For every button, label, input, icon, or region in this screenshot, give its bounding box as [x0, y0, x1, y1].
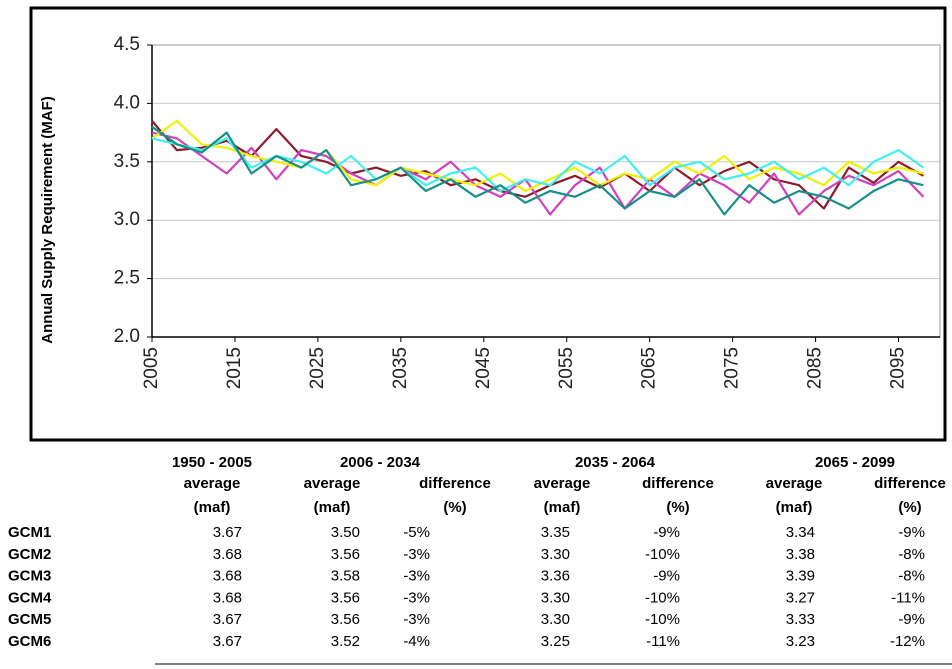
x-tick-label: 2015: [224, 347, 245, 389]
column-header: average: [534, 475, 591, 492]
table-cell: 3.36: [541, 568, 570, 585]
table-cell: -3%: [403, 589, 430, 606]
x-tick-label: 2065: [639, 347, 660, 389]
table-cell: -9%: [898, 524, 925, 541]
table-cell: -8%: [898, 546, 925, 563]
table-cell: 3.67: [213, 633, 242, 650]
table-cell: -10%: [645, 589, 680, 606]
table-cell: 3.34: [786, 524, 815, 541]
table-cell: 3.27: [786, 589, 815, 606]
x-tick-label: 2095: [888, 347, 909, 389]
column-unit: (maf): [314, 499, 351, 516]
y-tick-label: 4.5: [114, 34, 140, 55]
series-line: [151, 120, 924, 210]
table-cell: -3%: [403, 568, 430, 585]
x-tick-label: 2075: [722, 347, 743, 389]
table-cell: 3.38: [786, 546, 815, 563]
column-header: average: [766, 475, 823, 492]
table-cell: -11%: [891, 589, 925, 606]
y-tick-label: 2.5: [114, 268, 140, 289]
table-cell: -11%: [646, 633, 680, 650]
table-cell: 3.30: [541, 611, 570, 628]
table-cell: -8%: [898, 568, 925, 585]
table-cell: 3.50: [331, 524, 360, 541]
x-tick-label: 2035: [390, 347, 411, 389]
table-cell: 3.56: [331, 546, 360, 563]
row-label: GCM6: [8, 633, 51, 650]
table-cell: 3.68: [213, 589, 242, 606]
x-tick-label: 2025: [307, 347, 328, 389]
table-cell: -10%: [645, 546, 680, 563]
y-tick-label: 4.0: [114, 92, 140, 113]
period-header: 1950 - 2005: [172, 454, 252, 471]
series-line: [151, 125, 924, 216]
column-header: difference: [874, 475, 946, 492]
y-tick-label: 3.5: [114, 151, 140, 172]
table-cell: 3.68: [213, 546, 242, 563]
table-cell: 3.30: [541, 589, 570, 606]
column-unit: (%): [898, 499, 921, 516]
table-cell: 3.33: [786, 611, 815, 628]
row-label: GCM3: [8, 568, 51, 585]
table-cell: 3.56: [331, 589, 360, 606]
table-cell: -4%: [403, 633, 430, 650]
table-cell: 3.35: [541, 524, 570, 541]
table-cell: 3.67: [213, 524, 242, 541]
table-cell: -3%: [403, 546, 430, 563]
table-cell: 3.52: [331, 633, 360, 650]
table-cell: -12%: [890, 633, 925, 650]
period-header: 2035 - 2064: [575, 454, 656, 471]
table-cell: 3.23: [786, 633, 815, 650]
table-cell: 3.68: [213, 568, 242, 585]
row-label: GCM5: [8, 611, 51, 628]
column-unit: (%): [443, 499, 466, 516]
table-cell: 3.67: [213, 611, 242, 628]
x-tick-label: 2045: [473, 347, 494, 389]
x-tick-label: 2055: [556, 347, 577, 389]
x-tick-label: 2085: [805, 347, 826, 389]
period-header: 2065 - 2099: [815, 454, 895, 471]
period-header: 2006 - 2034: [340, 454, 421, 471]
table-cell: 3.58: [331, 568, 360, 585]
column-header: difference: [419, 475, 491, 492]
table-cell: -9%: [653, 568, 680, 585]
row-label: GCM4: [8, 589, 52, 606]
x-tick-label: 2005: [141, 347, 162, 389]
column-header: average: [184, 475, 241, 492]
row-label: GCM2: [8, 546, 51, 563]
table-cell: 3.25: [541, 633, 570, 650]
table-cell: 3.56: [331, 611, 360, 628]
series-line: [151, 119, 924, 193]
row-label: GCM1: [8, 524, 51, 541]
y-tick-label: 2.0: [114, 326, 140, 347]
column-unit: (maf): [544, 499, 581, 516]
column-unit: (maf): [776, 499, 813, 516]
table-cell: -9%: [898, 611, 925, 628]
y-tick-label: 3.0: [114, 209, 140, 230]
column-unit: (%): [666, 499, 689, 516]
table-cell: -3%: [403, 611, 430, 628]
column-header: difference: [642, 475, 714, 492]
column-header: average: [304, 475, 361, 492]
table-cell: 3.39: [786, 568, 815, 585]
y-axis-label: Annual Supply Requirement (MAF): [39, 96, 56, 344]
table-cell: -9%: [653, 524, 680, 541]
table-cell: -5%: [403, 524, 430, 541]
chart-frame: [29, 6, 947, 442]
column-unit: (maf): [194, 499, 231, 516]
table-cell: -10%: [645, 611, 680, 628]
table-cell: 3.30: [541, 546, 570, 563]
